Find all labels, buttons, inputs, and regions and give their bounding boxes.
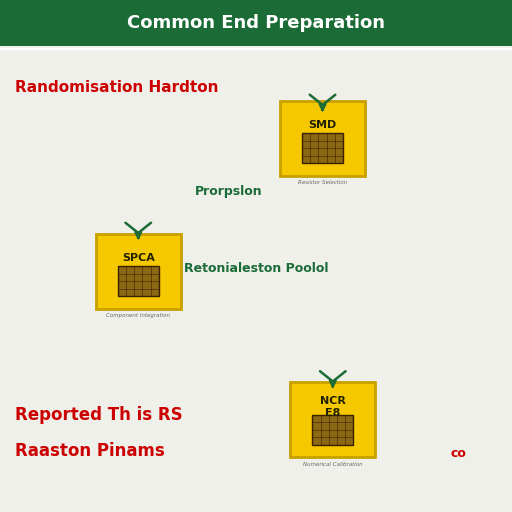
FancyBboxPatch shape [118,266,159,296]
FancyBboxPatch shape [280,101,365,176]
Text: Raaston Pinams: Raaston Pinams [15,441,165,460]
Text: Retonialeston Poolol: Retonialeston Poolol [184,262,329,275]
Text: Component Integration: Component Integration [106,313,170,318]
FancyBboxPatch shape [290,382,375,457]
Text: SMD: SMD [308,120,337,131]
Text: Randomisation Hardton: Randomisation Hardton [15,79,219,95]
FancyBboxPatch shape [0,0,512,46]
Text: Resistor Selection: Resistor Selection [298,180,347,185]
Text: Prorpslon: Prorpslon [195,185,262,199]
FancyBboxPatch shape [312,415,353,445]
Text: Reported Th is RS: Reported Th is RS [15,406,183,424]
FancyBboxPatch shape [302,133,343,163]
Text: Numerical Calibration: Numerical Calibration [303,462,362,467]
Text: NCR
E8: NCR E8 [320,396,346,418]
Text: SPCA: SPCA [122,253,155,264]
Text: co: co [451,446,466,460]
FancyBboxPatch shape [96,234,181,309]
Text: Common End Preparation: Common End Preparation [127,14,385,32]
